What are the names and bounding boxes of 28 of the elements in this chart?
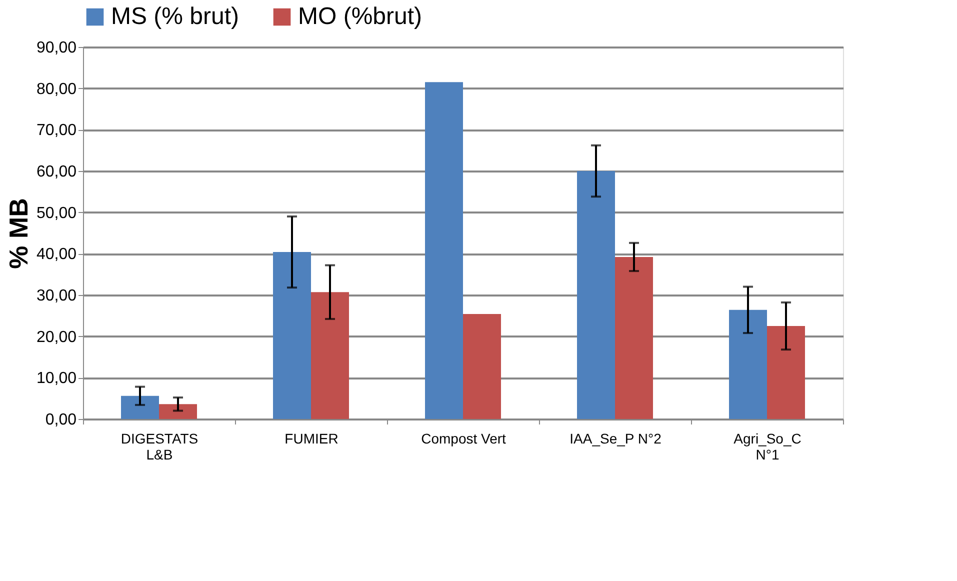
y-tick-label: 40,00 [36,246,77,264]
y-axis-title: % MB [3,198,34,269]
bar [121,396,159,419]
x-tick-label: FUMIER [284,430,338,446]
y-tick-label: 50,00 [36,204,77,222]
legend-label: MO (%brut) [298,3,422,30]
legend-label: MS (% brut) [111,3,240,30]
bar [159,404,197,419]
y-tick-label: 0,00 [45,412,77,428]
y-tick-label: 90,00 [36,40,77,56]
x-tick-label: Agri_So_C N°1 [734,430,802,462]
bar [767,326,805,419]
bar [463,314,501,419]
bar [311,292,349,419]
y-tick-label: 20,00 [36,328,77,346]
bar [729,310,767,419]
y-tick-label: 60,00 [36,164,77,180]
y-tick-label: 70,00 [36,122,77,140]
bar [615,256,653,419]
x-tick-label: IAA_Se_P N°2 [570,430,662,446]
x-tick-label: DIGESTATS L&B [120,430,198,462]
y-tick-label: 30,00 [36,288,77,304]
y-tick-label: 80,00 [36,80,77,98]
bar [577,171,615,419]
bar [425,82,463,419]
bar [273,252,311,419]
x-tick-label: Compost Vert [421,430,506,446]
y-tick-label: 10,00 [36,370,77,388]
